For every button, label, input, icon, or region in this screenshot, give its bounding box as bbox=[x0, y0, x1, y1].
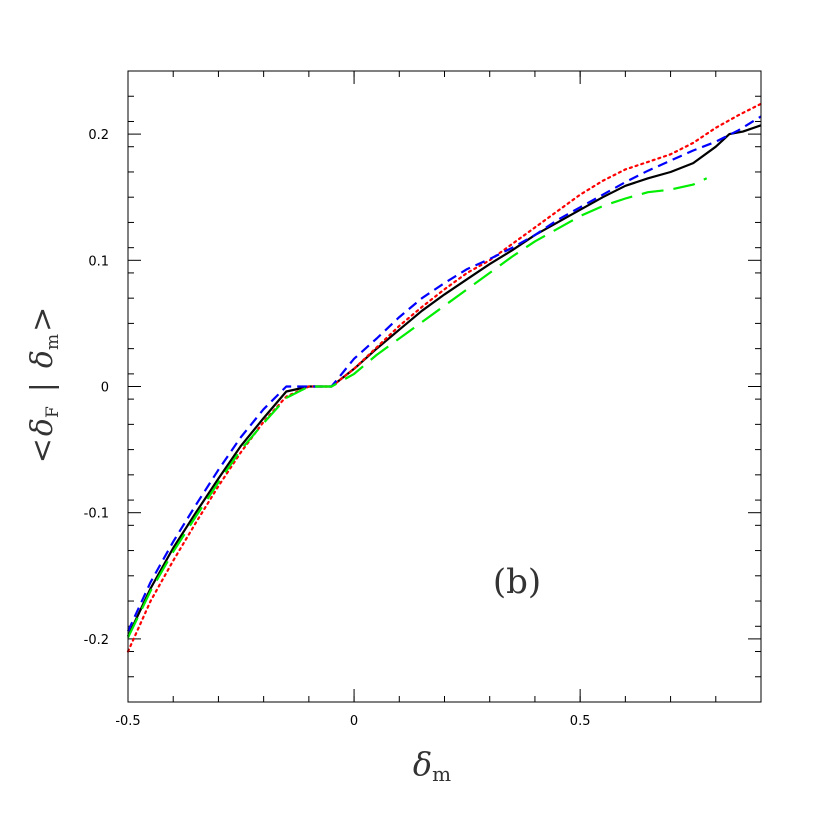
y-axis-title: <δF|δm> bbox=[25, 307, 63, 463]
x-axis-symbol: δ bbox=[413, 745, 432, 783]
y-tick-label: -0.2 bbox=[84, 633, 109, 648]
y-tick-label: -0.1 bbox=[84, 507, 109, 522]
plot-frame bbox=[127, 70, 762, 703]
x-tick-label: 0 bbox=[350, 714, 358, 729]
y-axis-subscript-f: F bbox=[43, 406, 63, 418]
x-axis-subscript: m bbox=[432, 762, 451, 786]
series-line-dotted bbox=[126, 102, 763, 653]
y-axis-symbol-m: δ bbox=[25, 350, 60, 368]
series-lines bbox=[126, 102, 763, 653]
y-tick-label: 0 bbox=[101, 381, 109, 396]
y-axis-open-bracket: < bbox=[25, 438, 60, 463]
panel-label: (b) bbox=[493, 562, 541, 602]
y-axis-close-bracket: > bbox=[25, 307, 60, 332]
series-line-short-dash bbox=[127, 115, 762, 632]
y-axis-bar: | bbox=[25, 382, 60, 392]
y-tick-label: 0.2 bbox=[88, 128, 109, 143]
tick-labels: -0.5 0 0.5 -0.2 -0.1 0 0.1 0.2 bbox=[84, 128, 591, 729]
x-axis-title: δm bbox=[413, 745, 451, 786]
series-line-solid bbox=[127, 124, 762, 637]
y-axis-symbol-f: δ bbox=[25, 418, 60, 436]
x-tick-label: 0.5 bbox=[570, 714, 591, 729]
x-tick-label: -0.5 bbox=[115, 714, 140, 729]
y-axis-subscript-m: m bbox=[43, 334, 63, 350]
tick-marks bbox=[127, 70, 762, 703]
series-line-long-dash bbox=[127, 177, 708, 639]
y-tick-label: 0.1 bbox=[88, 254, 109, 269]
